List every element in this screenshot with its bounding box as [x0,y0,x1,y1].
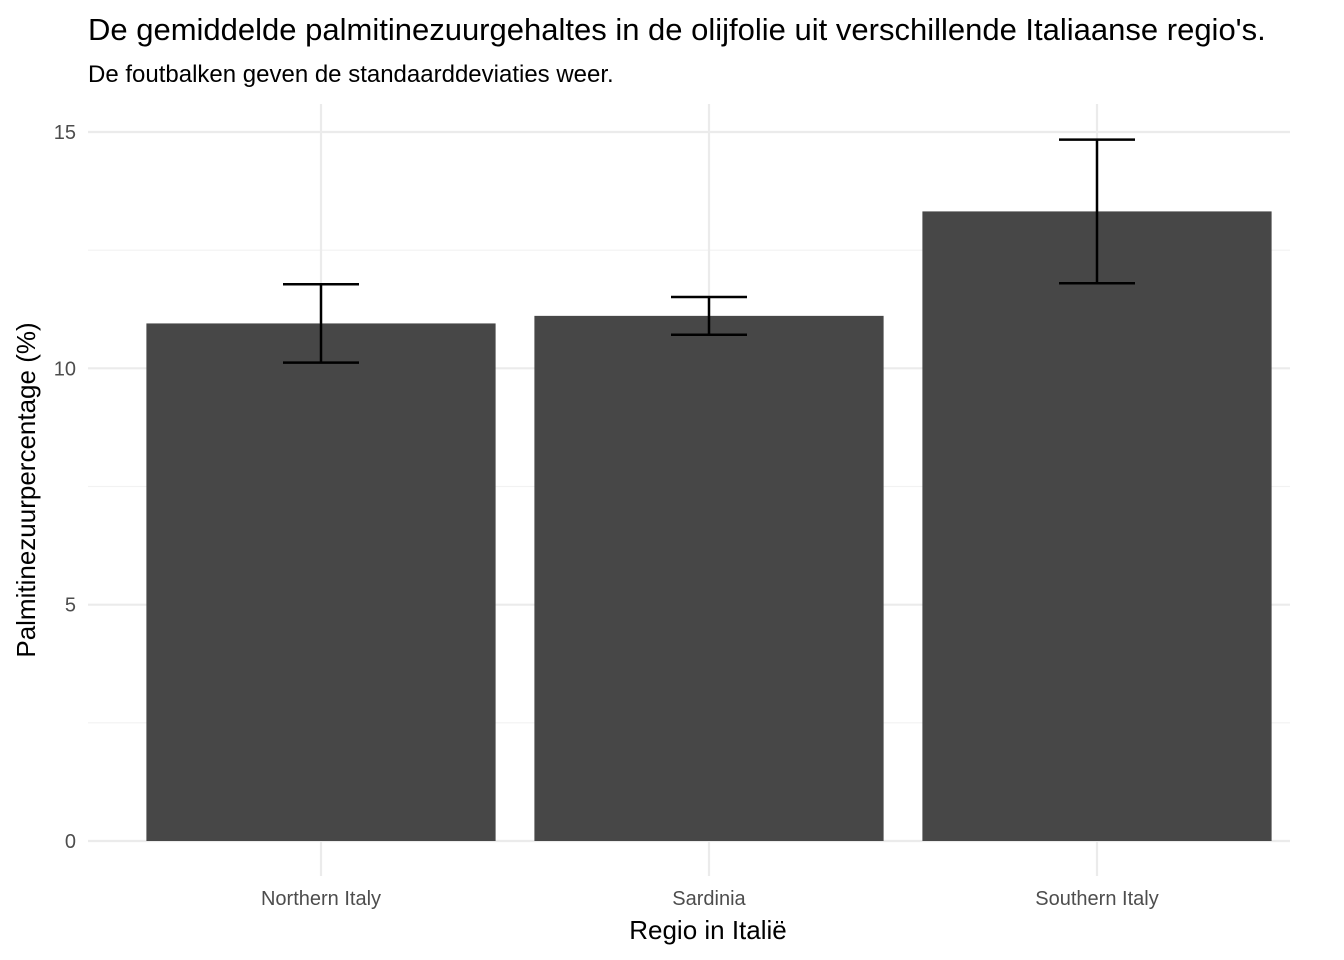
chart-subtitle: De foutbalken geven de standaarddeviatie… [88,61,614,88]
y-axis-ticks: 0 5 10 15 [54,122,76,853]
bar-southern-italy [922,211,1272,841]
error-bar-northern-italy [283,282,359,364]
bar-northern-italy [146,323,496,841]
y-tick-label: 15 [54,122,76,144]
x-tick-label: Northern Italy [261,888,381,910]
y-tick-label: 5 [65,595,76,617]
chart-title: De gemiddelde palmitinezuurgehaltes in d… [88,12,1266,47]
bar-sardinia [534,315,884,842]
error-bar-sardinia [671,295,747,337]
y-tick-label: 10 [54,358,76,380]
y-axis-title: Palmitinezuurpercentage (%) [11,322,41,657]
bars [146,211,1272,842]
x-tick-label: Sardinia [672,888,746,910]
x-axis-ticks: Northern Italy Sardinia Southern Italy [261,888,1159,910]
x-tick-label: Southern Italy [1035,888,1158,910]
x-axis-title: Regio in Italië [629,915,787,945]
error-bars [283,138,1135,364]
y-tick-label: 0 [65,831,76,853]
error-bar-southern-italy [1059,138,1135,285]
plot-panel [88,104,1290,876]
